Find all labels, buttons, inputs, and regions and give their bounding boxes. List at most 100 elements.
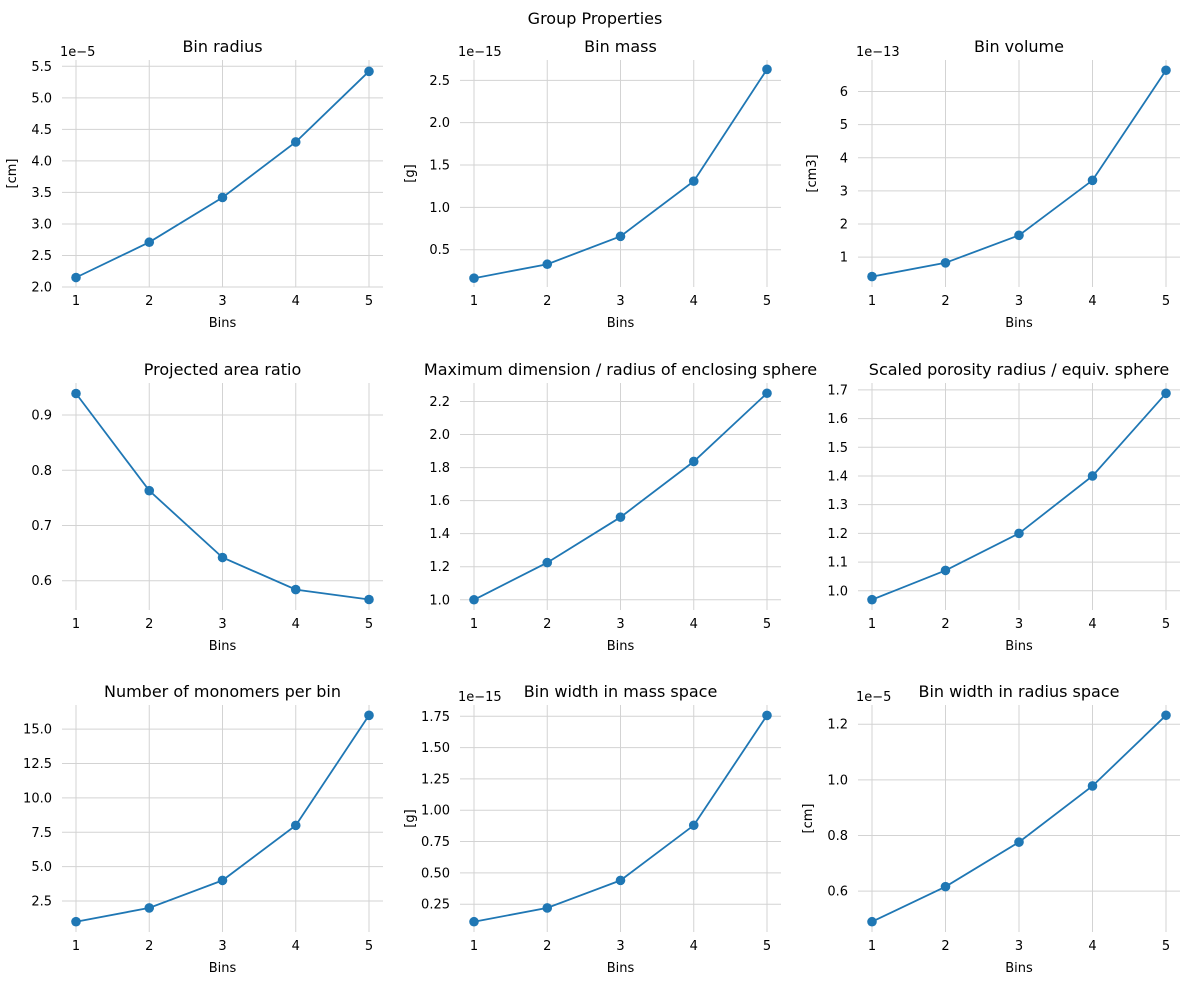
data-point: [762, 64, 772, 75]
x-tick-label: 5: [763, 294, 771, 309]
y-tick-label: 1.0: [827, 773, 848, 788]
y-tick-label: 0.8: [827, 829, 848, 844]
y-tick-label: 2.0: [31, 281, 52, 296]
y-tick-label: 1.2: [429, 560, 450, 575]
y-tick-label: 1.2: [827, 718, 848, 733]
subplot-title: Number of monomers per bin: [104, 682, 341, 701]
data-point: [940, 881, 951, 892]
subplot-title: Bin mass: [584, 37, 657, 56]
x-tick-label: 3: [218, 939, 226, 954]
y-exponent-label: 1e−15: [458, 45, 502, 60]
data-point: [762, 388, 772, 399]
y-tick-label: 2: [840, 218, 848, 233]
y-tick-label: 4.5: [31, 123, 52, 138]
x-tick-label: 4: [690, 294, 698, 309]
data-point: [1161, 710, 1171, 721]
data-point: [615, 875, 626, 886]
x-axis-label: Bins: [209, 316, 237, 331]
data-point: [1014, 528, 1024, 539]
data-point: [688, 820, 699, 831]
y-tick-label: 0.6: [827, 885, 848, 900]
y-tick-label: 1: [840, 251, 848, 266]
data-point: [290, 584, 301, 595]
data-point: [290, 137, 301, 147]
subplot-title: Bin volume: [974, 37, 1064, 56]
y-tick-label: 2.5: [31, 895, 52, 910]
data-point: [542, 903, 553, 913]
data-point: [144, 237, 155, 248]
data-point: [1014, 230, 1024, 241]
y-exponent-label: 1e−15: [458, 690, 502, 705]
subplot-title: Maximum dimension / radius of enclosing …: [424, 360, 817, 379]
y-tick-label: 1.0: [827, 584, 848, 599]
x-tick-label: 1: [868, 617, 876, 632]
y-tick-label: 1.00: [421, 804, 450, 819]
data-point: [217, 192, 228, 203]
y-tick-label: 2.2: [429, 395, 450, 410]
x-axis-label: Bins: [209, 639, 237, 654]
y-axis-label: [g]: [403, 809, 418, 827]
y-tick-label: 1.4: [827, 469, 848, 484]
x-tick-label: 1: [470, 939, 478, 954]
y-exponent-label: 1e−5: [60, 45, 95, 60]
data-point: [71, 388, 81, 399]
data-point: [469, 273, 479, 283]
y-tick-label: 12.5: [23, 757, 52, 772]
data-point: [364, 594, 374, 605]
y-tick-label: 1.0: [429, 201, 450, 216]
data-point: [469, 594, 479, 605]
subplot-title: Bin radius: [182, 37, 262, 56]
data-point: [1087, 781, 1098, 791]
data-point: [762, 710, 772, 721]
x-tick-label: 5: [1162, 939, 1170, 954]
x-tick-label: 2: [941, 617, 949, 632]
y-tick-label: 2.0: [429, 428, 450, 443]
y-tick-label: 2.5: [31, 249, 52, 264]
subplot-3: 1 2 3 4 5 1 2 3 4 5 6 1e−13 Bin volume Bins [cm3]: [805, 37, 1180, 331]
subplot-2: 1 2 3 4 5 0.5 1.0 1.5 2.0 2.5 1e−15 Bin mass Bins [g]: [403, 37, 781, 331]
x-tick-label: 5: [1162, 617, 1170, 632]
subplot-4: 1 2 3 4 5 0.6 0.7 0.8 0.9 Projected area ratio Bin…: [31, 360, 383, 654]
y-tick-label: 1.5: [429, 159, 450, 174]
x-axis-label: Bins: [1005, 961, 1033, 976]
x-tick-label: 2: [543, 617, 551, 632]
x-tick-label: 4: [292, 617, 300, 632]
y-tick-label: 1.1: [827, 556, 848, 571]
y-tick-label: 0.75: [421, 835, 450, 850]
x-tick-label: 2: [543, 939, 551, 954]
y-tick-label: 3.5: [31, 186, 52, 201]
data-point: [867, 271, 877, 282]
y-tick-label: 1.75: [421, 710, 450, 725]
data-point: [867, 916, 877, 927]
y-exponent-label: 1e−13: [856, 45, 900, 60]
data-point: [940, 258, 951, 268]
y-tick-label: 1.2: [827, 527, 848, 542]
x-tick-label: 4: [1088, 294, 1096, 309]
data-point: [71, 916, 81, 927]
data-point: [144, 485, 155, 496]
data-point: [615, 231, 626, 242]
data-point: [217, 552, 228, 563]
figure-suptitle: Group Properties: [528, 9, 663, 28]
x-tick-label: 1: [72, 617, 80, 632]
x-tick-label: 5: [365, 294, 373, 309]
x-tick-label: 5: [1162, 294, 1170, 309]
data-point: [1014, 837, 1024, 847]
y-tick-label: 5.0: [31, 91, 52, 106]
data-point: [144, 903, 155, 913]
subplot-5: 1 2 3 4 5 1.0 1.2 1.4 1.6 1.8 2.0 2.2 Maximum dimens…: [424, 360, 817, 654]
data-point: [940, 565, 951, 576]
subplot-8: 1 2 3 4 5 0.25 0.50 0.75 1.00 1.25 1.50 1.75 1e−15 Bi…: [403, 682, 781, 976]
data-point: [290, 820, 301, 831]
data-point: [469, 916, 479, 927]
data-point: [1161, 65, 1171, 76]
x-tick-label: 3: [616, 617, 624, 632]
y-tick-label: 0.8: [31, 464, 52, 479]
x-axis-label: Bins: [607, 961, 635, 976]
y-tick-label: 2.5: [429, 74, 450, 89]
x-tick-label: 5: [365, 617, 373, 632]
data-point: [867, 594, 877, 605]
data-point: [1161, 388, 1171, 399]
y-tick-label: 6: [840, 85, 848, 100]
